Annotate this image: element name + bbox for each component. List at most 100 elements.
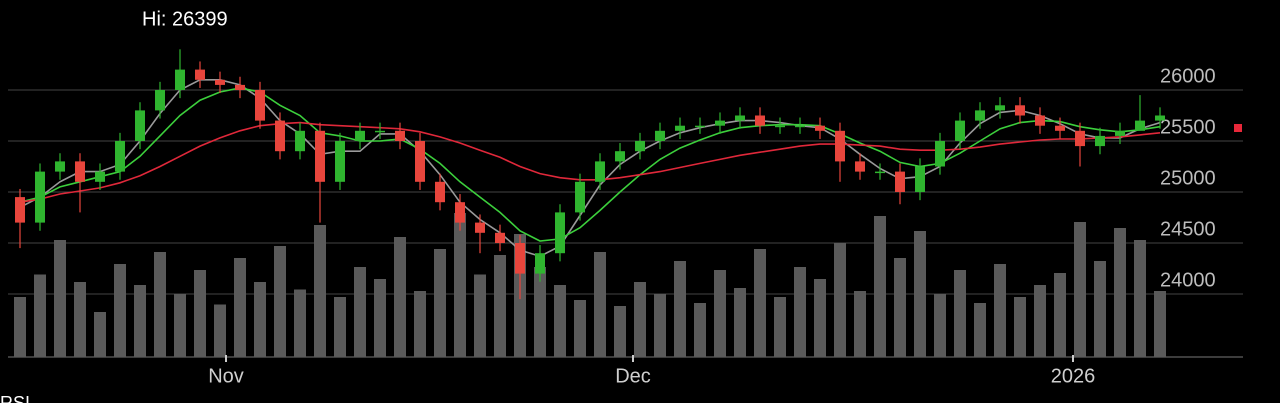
- candle-body: [1075, 130, 1085, 147]
- x-tick-label: Nov: [208, 365, 244, 387]
- volume-bar: [1014, 297, 1026, 357]
- volume-bar: [1134, 240, 1146, 357]
- candle-body: [875, 171, 885, 174]
- x-tick-label: 2026: [1051, 365, 1096, 387]
- moving-average-line: [19, 79, 1161, 258]
- candle-body: [335, 141, 345, 182]
- candle-body: [495, 232, 505, 243]
- volume-bar: [914, 231, 926, 357]
- volume-bar: [734, 288, 746, 357]
- volume-bar: [454, 213, 466, 357]
- volume-bar: [74, 282, 86, 357]
- candle-body: [515, 243, 525, 274]
- volume-bar: [834, 243, 846, 357]
- volume-bar: [254, 282, 266, 357]
- candle-body: [795, 125, 805, 128]
- candle-body: [455, 202, 465, 223]
- candle-body: [955, 120, 965, 141]
- volume-bar: [714, 270, 726, 357]
- candle-body: [695, 125, 705, 128]
- volume-bar: [594, 252, 606, 357]
- y-tick-label: 25000: [1160, 167, 1216, 189]
- candle-body: [995, 105, 1005, 111]
- moving-average-line: [19, 87, 1161, 242]
- candle-body: [175, 69, 185, 90]
- high-annotation: Hi: 26399: [142, 8, 228, 30]
- y-tick-label: 26000: [1160, 65, 1216, 87]
- volume-bar: [234, 258, 246, 357]
- candle-body: [895, 171, 905, 192]
- candle-body: [215, 79, 225, 85]
- candle-body: [535, 253, 545, 274]
- candle-body: [95, 171, 105, 182]
- candle-body: [815, 125, 825, 131]
- volume-bar: [854, 291, 866, 357]
- candle-body: [75, 161, 85, 182]
- volume-bar: [174, 294, 186, 357]
- volume-bar: [314, 225, 326, 357]
- candle-body: [155, 90, 165, 111]
- moving-average-line: [19, 121, 1161, 203]
- rsi-label: RSI: [0, 393, 30, 403]
- candle-body: [275, 120, 285, 152]
- candle-body: [395, 130, 405, 141]
- y-tick-label: 25500: [1160, 116, 1216, 138]
- volume-bar: [1034, 285, 1046, 357]
- candle-body: [475, 222, 485, 233]
- volume-bar: [354, 267, 366, 357]
- volume-bar: [114, 264, 126, 357]
- y-tick-label: 24500: [1160, 218, 1216, 240]
- volume-bar: [654, 294, 666, 357]
- candle-body: [235, 84, 245, 90]
- candle-body: [915, 166, 925, 192]
- candle-body: [675, 125, 685, 131]
- candle-body: [615, 151, 625, 162]
- volume-bar: [694, 303, 706, 357]
- candle-body: [755, 115, 765, 126]
- volume-bar: [1094, 261, 1106, 357]
- candle-body: [415, 141, 425, 182]
- candle-body: [655, 130, 665, 141]
- candle-body: [1055, 125, 1065, 131]
- volume-bar: [34, 274, 46, 357]
- volume-bar: [1054, 273, 1066, 357]
- candle-body: [355, 130, 365, 141]
- candle-body: [195, 69, 205, 80]
- candle-body: [835, 130, 845, 162]
- volume-bar: [294, 289, 306, 357]
- volume-bar: [94, 312, 106, 357]
- volume-bar: [674, 261, 686, 357]
- candle-body: [715, 120, 725, 126]
- volume-bar: [614, 306, 626, 357]
- volume-bar: [54, 240, 66, 357]
- candle-body: [15, 197, 25, 223]
- candle-body: [315, 130, 325, 182]
- volume-bar: [194, 270, 206, 357]
- candle-body: [35, 171, 45, 223]
- volume-bar: [874, 216, 886, 357]
- candle-body: [575, 181, 585, 213]
- candle-body: [55, 161, 65, 172]
- volume-bar: [974, 303, 986, 357]
- candle-body: [855, 161, 865, 172]
- candle-body: [435, 181, 445, 203]
- volume-bar: [934, 294, 946, 357]
- candle-body: [735, 115, 745, 121]
- volume-bar: [154, 252, 166, 357]
- volume-bar: [754, 249, 766, 357]
- volume-bar: [374, 279, 386, 357]
- volume-bar: [1074, 222, 1086, 357]
- candle-body: [555, 212, 565, 254]
- candle-body: [635, 141, 645, 152]
- volume-bar: [494, 255, 506, 357]
- candle-body: [1135, 120, 1145, 131]
- candle-body: [115, 141, 125, 172]
- candle-body: [775, 125, 785, 128]
- x-tick-label: Dec: [615, 365, 651, 387]
- volume-bar: [534, 267, 546, 357]
- candle-body: [935, 141, 945, 167]
- candle-body: [135, 110, 145, 141]
- volume-bar: [134, 285, 146, 357]
- volume-bar: [574, 300, 586, 357]
- volume-bar: [274, 246, 286, 357]
